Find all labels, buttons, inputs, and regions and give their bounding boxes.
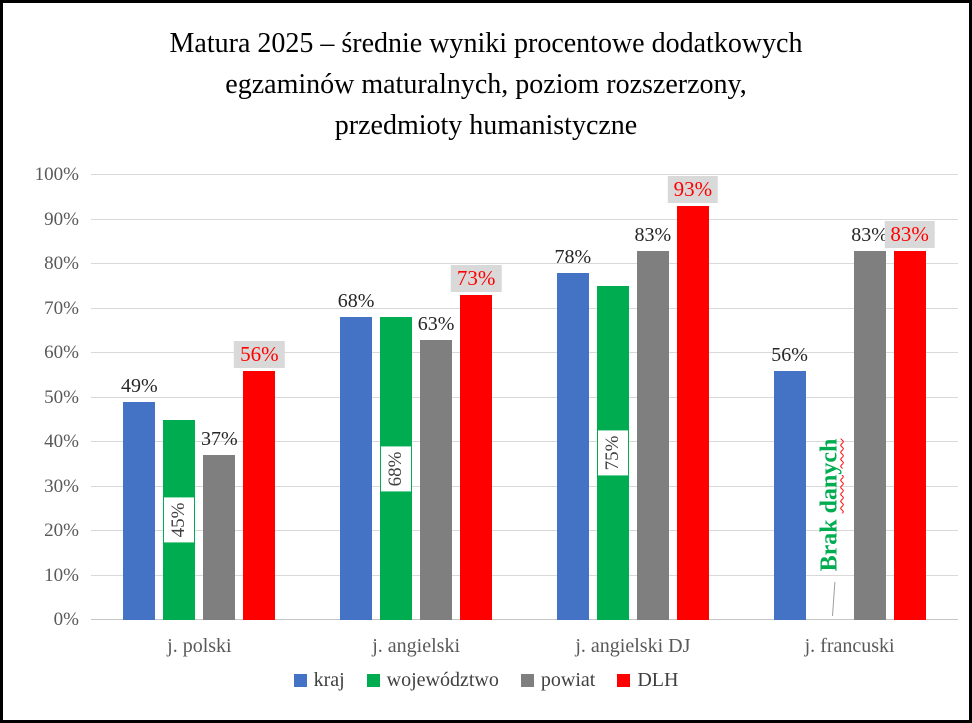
bar-slot: 83% [884,175,935,620]
legend-swatch [293,674,307,687]
bar-slot: 83% [634,175,672,620]
bar-value-label: 75% [597,430,628,476]
x-axis-category-labels: j. polski j. angielski j. angielski DJ j. f… [91,635,958,658]
bar-DLH [460,295,493,620]
bar-value-label: 83% [634,223,672,246]
y-tick-label: 100% [34,164,79,185]
legend-swatch [520,674,534,687]
legend-label: DLH [637,669,679,691]
legend-item-DLH: DLH [617,669,678,692]
bar-value-label: 83% [851,223,888,246]
no-data-label: Brak danych [816,439,843,572]
category-label: j. francuski [804,635,895,657]
bar-kraj [556,272,589,620]
y-tick-label: 50% [44,386,79,408]
gridline [91,574,958,576]
gridline [91,307,958,309]
plot-area: 49% 45% 37% 56% 68% 68% 63% 73% 78% 75% 83% 93% 56% B… [91,174,958,620]
bar-slot: 73% [450,175,502,620]
no-data-underlined-word: danych [816,438,843,514]
legend-label: województwo [386,669,499,691]
bar-value-label: 93% [667,176,719,204]
gridline [91,218,958,220]
bar-slot: 83% [851,175,888,620]
gridline [91,396,958,398]
bar-value-label: 78% [554,245,592,268]
bar-group-j-polski: 49% 45% 37% 56% [91,175,308,620]
gridline [91,352,958,353]
bar-slot: 63% [417,175,455,620]
y-tick-label: 80% [44,253,79,274]
no-data-text: Brak [816,513,843,572]
category-label: j. polski [167,635,232,657]
bar-powiat [203,455,236,620]
legend: kraj województwo powiat DLH [3,669,969,692]
y-tick-label: 20% [44,520,79,541]
y-tick-label: 70% [44,297,79,319]
bar-slot: 45% [163,175,196,620]
gridline [91,174,958,175]
bar-DLH [676,206,709,620]
bar-value-label: 45% [164,497,195,543]
bar-slot: 56% [234,175,285,620]
gridline [91,485,958,487]
y-tick-label: 30% [44,475,79,497]
bar-kraj [123,401,156,620]
bar-DLH [893,250,926,620]
legend-swatch [366,674,380,687]
bar-value-label: 68% [337,290,375,313]
bar-powiat [420,339,453,620]
gridline [91,441,958,442]
gridline [91,530,958,531]
legend-item-wojew-dztwo: województwo [366,669,499,692]
bar-kraj [340,317,373,620]
bar-value-label: 73% [450,265,502,293]
bar-slot: 68% [337,175,375,620]
chart-title-line-2: egzaminów maturalnych, poziom rozszerzon… [225,69,747,100]
bar-slot: 56% [771,175,808,620]
chart-title-line-3: przedmioty humanistyczne [334,110,638,141]
leader-line [831,582,835,617]
bar-slot: 93% [667,175,719,620]
chart-title: Matura 2025 – średnie wyniki procentowe … [3,23,969,146]
bar-slot: Brak danych [814,175,846,620]
legend-swatch [617,674,631,687]
bar-slot: 75% [596,175,629,620]
bar-value-label: 63% [417,312,455,335]
bar-group-j-francuski: 56% Brak danych 83% 83% [741,175,958,620]
gridline [91,263,958,264]
bar-group-j-angielski: 68% 68% 63% 73% [308,175,525,620]
bar-value-label: 37% [201,428,238,451]
bar-slot: 49% [121,175,158,620]
y-tick-label: 40% [44,431,79,452]
x-axis-line [91,619,958,620]
chart-title-line-1: Matura 2025 – średnie wyniki procentowe … [169,28,803,59]
category-label: j. angielski DJ [575,635,691,657]
y-tick-label: 10% [44,564,79,586]
bar-value-label: 56% [771,343,808,366]
y-axis-labels: 0% 10% 20% 30% 40% 50% 60% 70% 80% 90% 100% [3,164,79,630]
bar-value-label: 68% [381,446,412,492]
bar-value-label: 49% [121,374,158,397]
legend-label: powiat [540,669,596,691]
y-tick-label: 90% [44,208,79,230]
legend-item-kraj: kraj [293,669,345,692]
bar-group-j-angielski-DJ: 78% 75% 83% 93% [525,175,742,620]
legend-label: kraj [313,669,345,691]
y-tick-label: 60% [44,342,79,363]
legend-item-powiat: powiat [520,669,596,692]
bar-powiat [853,250,886,620]
bar-value-label: 56% [234,340,285,368]
bar-slot: 68% [380,175,413,620]
bar-powiat [636,250,669,620]
bar-slot: 37% [201,175,238,620]
bar-DLH [243,370,276,620]
bar-kraj [773,370,806,620]
y-tick-label: 0% [53,609,79,630]
bar-value-label: 83% [884,220,935,248]
bar-slot: 78% [554,175,592,620]
category-label: j. angielski [372,635,460,657]
